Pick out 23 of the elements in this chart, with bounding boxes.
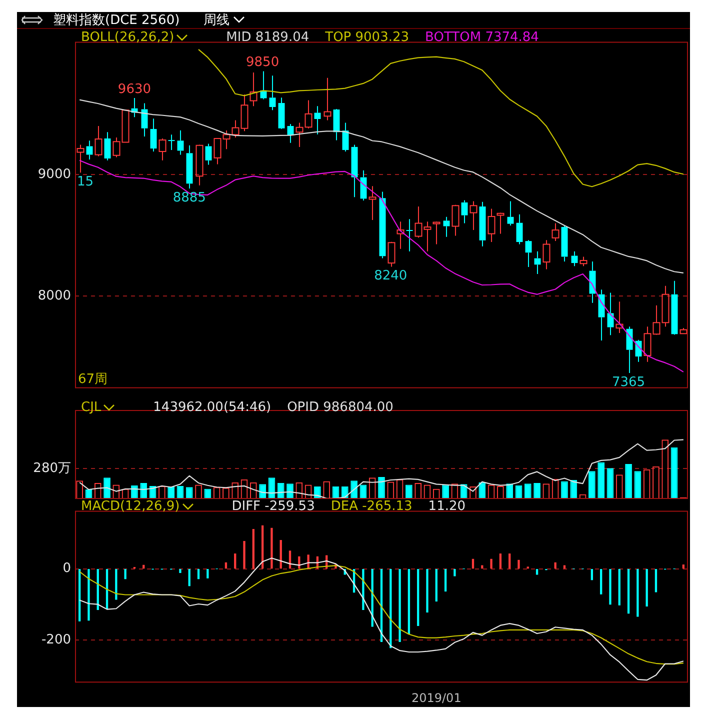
chart-title: 塑料指数(DCE 2560) xyxy=(53,12,180,29)
annotation: 8885 xyxy=(172,190,206,206)
y-tick-label: 0 xyxy=(62,561,71,576)
annotation: 9850 xyxy=(246,55,280,70)
annotation: 67周 xyxy=(78,372,108,388)
series-label: TOP 9003.23 xyxy=(325,30,410,45)
ref-line-label: 280万 xyxy=(33,460,71,476)
legend-title: BOLL(26,26,2) xyxy=(81,30,174,45)
annotation: 11.20 xyxy=(428,499,466,514)
text: BOTTOM 7374.84 xyxy=(425,30,539,45)
y-tick-label: 8000 xyxy=(38,288,71,304)
text: MID 8189.04 xyxy=(226,30,310,45)
annotation: 9630 xyxy=(118,82,152,97)
x-tick-label: 2019/01 xyxy=(411,690,462,705)
chart-subtitle: 周线 xyxy=(204,12,230,29)
y-tick-label: -200 xyxy=(41,632,71,648)
annotation: 15 xyxy=(77,174,94,190)
text: DIFF -259.53 xyxy=(232,499,315,514)
y-tick-label: 9000 xyxy=(38,166,71,182)
annotation: 8240 xyxy=(374,268,408,284)
annotation: 7365 xyxy=(612,374,646,390)
text: DEA -265.13 xyxy=(330,499,412,514)
legend-title: MACD(12,26,9) xyxy=(81,499,180,514)
